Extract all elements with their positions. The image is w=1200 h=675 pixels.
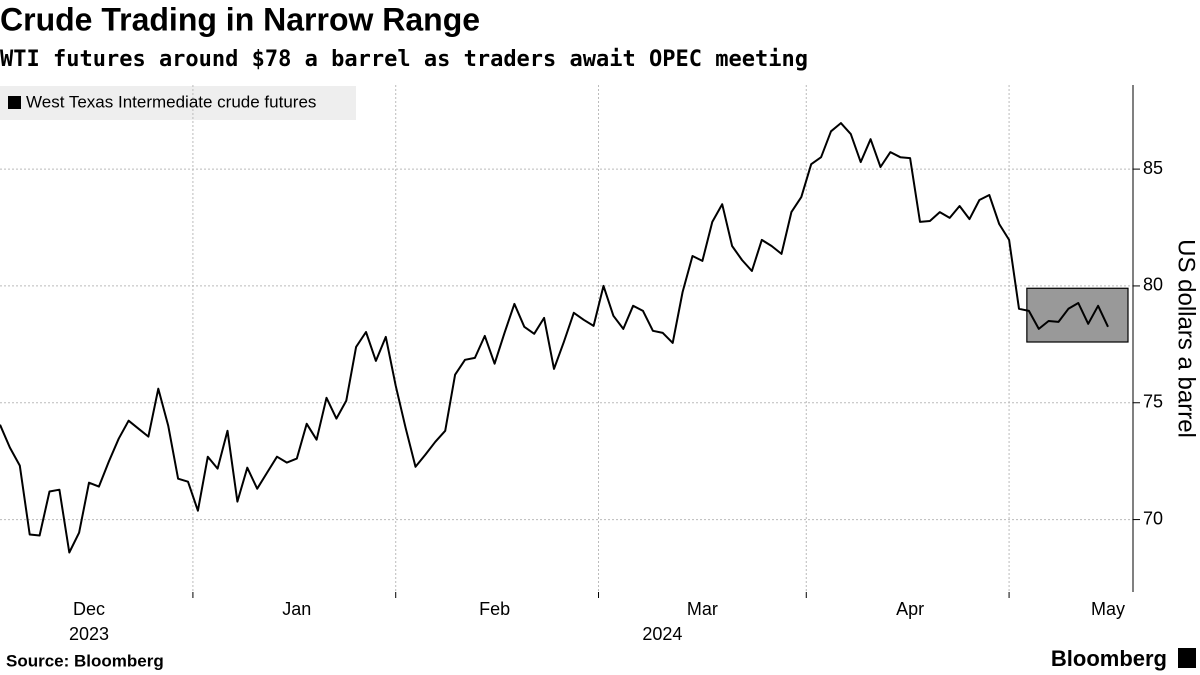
legend-swatch: [8, 96, 21, 109]
x-tick-label: Apr: [896, 599, 924, 619]
legend-box: [0, 86, 356, 120]
line: [0, 122, 1109, 554]
x-tick-label: Feb: [479, 599, 510, 619]
highlight-box: [1026, 287, 1129, 343]
x-tick-label: Dec: [73, 599, 105, 619]
y-tick-label: 85: [1143, 158, 1163, 178]
x-year-label: 2023: [69, 624, 109, 644]
x-year-label: 2024: [642, 624, 682, 644]
brand-icon: [1178, 648, 1196, 668]
legend-label: West Texas Intermediate crude futures: [26, 92, 316, 111]
x-tick-label: May: [1091, 599, 1125, 619]
y-tick-label: 70: [1143, 508, 1163, 528]
y-axis-label: US dollars a barrel: [1173, 239, 1200, 438]
x-tick-label: Jan: [282, 599, 311, 619]
x-tick-label: Mar: [687, 599, 718, 619]
y-tick-label: 75: [1143, 392, 1163, 412]
source: Source: Bloomberg: [6, 651, 164, 670]
brand: Bloomberg: [1051, 646, 1167, 671]
chart-subtitle: WTI futures around $78 a barrel as trade…: [0, 47, 808, 72]
y-tick-label: 80: [1143, 275, 1163, 295]
chart-title: Crude Trading in Narrow Range: [0, 1, 480, 37]
